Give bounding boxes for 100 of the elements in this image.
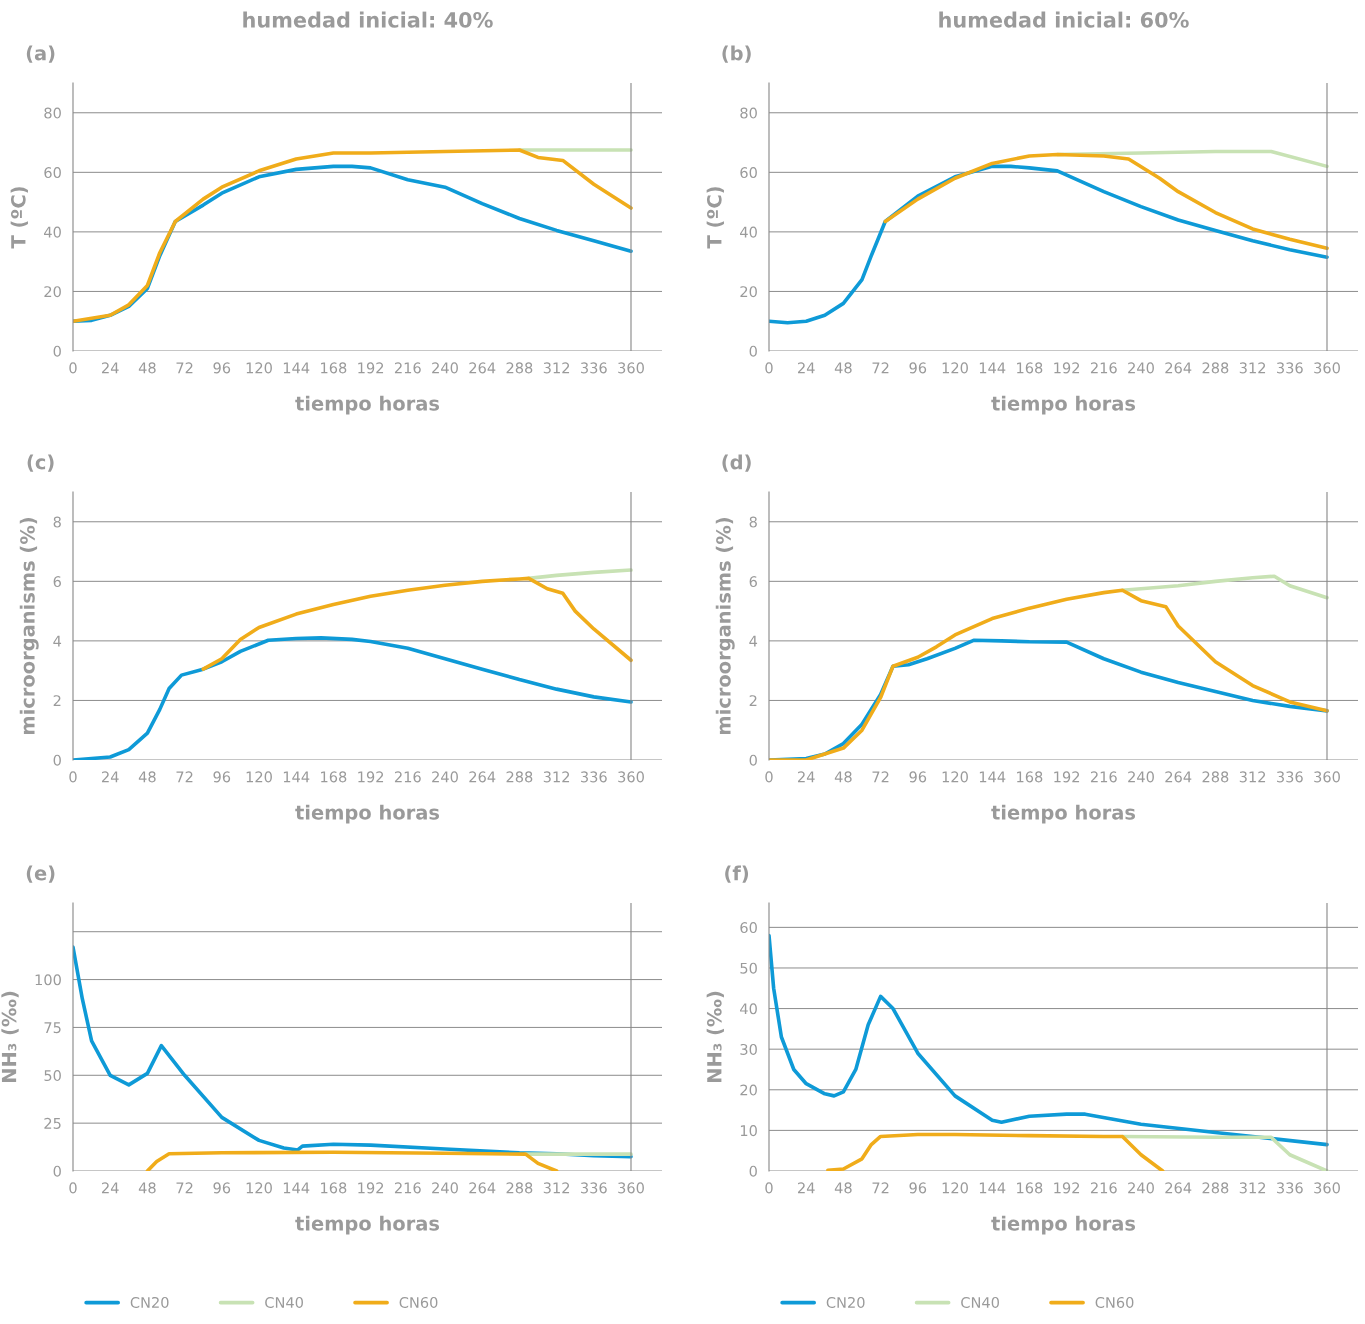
x-tick-label: 0 [69,1182,77,1194]
x-tick-label: 96 [909,771,927,783]
x-tick-label: 24 [797,1182,815,1194]
x-axis-title: tiempo horas [295,804,440,824]
x-tick-label: 168 [321,362,347,374]
x-tick-label: 288 [506,1182,533,1194]
x-tick-label: 312 [1239,362,1266,374]
y-tick-label: 0 [749,345,757,357]
y-tick-label: 80 [740,107,757,119]
y-tick-label: 0 [749,1165,757,1177]
x-tick-label: 0 [765,362,773,374]
x-tick-label: 336 [580,771,607,783]
x-tick-label: 0 [69,771,77,783]
x-tick-label: 48 [834,362,852,374]
x-tick-label: 288 [1202,771,1229,783]
y-tick-label: 0 [53,1165,61,1177]
x-tick-label: 240 [1128,771,1154,783]
y-axis-title: microorganisms (%) [715,518,735,735]
x-tick-label: 240 [1128,362,1154,374]
x-tick-label: 312 [1239,771,1266,783]
x-tick-label: 120 [942,771,968,783]
y-tick-label: 4 [749,635,758,647]
legend-label: CN60 [1095,1296,1134,1308]
y-tick-label: 0 [53,754,61,766]
x-tick-label: 264 [1165,362,1192,374]
x-tick-label: 120 [942,1182,968,1194]
x-tick-label: 336 [1276,771,1303,783]
x-tick-label: 96 [213,362,231,374]
y-tick-label: 2 [53,695,61,706]
y-tick-label: 75 [44,1022,61,1034]
x-tick-label: 360 [1314,771,1340,783]
x-tick-label: 192 [358,1182,384,1194]
x-tick-label: 360 [618,362,644,374]
chart-subtitle: (b) [722,45,751,63]
x-tick-label: 264 [469,362,496,374]
x-tick-label: 24 [797,362,815,374]
y-tick-label: 8 [53,516,61,528]
x-tick-label: 288 [1202,1182,1229,1194]
line-series [769,588,1329,760]
x-tick-label: 48 [138,362,156,374]
x-tick-label: 96 [213,1182,231,1194]
legend-label: CN20 [130,1296,169,1308]
y-tick-label: 20 [44,286,61,298]
x-tick-label: 264 [469,1182,496,1194]
y-axis-title: T (ºC) [10,187,28,249]
x-tick-label: 240 [432,362,458,374]
y-tick-label: 30 [740,1043,757,1055]
x-axis-title: tiempo horas [991,395,1136,415]
x-tick-label: 120 [246,1182,272,1194]
y-tick-label: 50 [44,1070,61,1082]
x-tick-label: 336 [580,1182,607,1194]
line-series [826,1132,1165,1171]
x-tick-label: 24 [101,362,119,374]
x-tick-label: 48 [138,771,156,783]
y-tick-label: 2 [749,695,757,706]
x-tick-label: 288 [506,362,533,374]
y-tick-label: 20 [740,1084,757,1096]
x-tick-label: 0 [765,1182,773,1194]
x-tick-label: 216 [394,1182,421,1194]
x-tick-label: 288 [506,771,533,783]
x-tick-label: 48 [138,1182,156,1194]
x-tick-label: 144 [979,1182,1006,1194]
legend-label: CN60 [399,1296,438,1308]
x-tick-label: 144 [283,771,310,783]
x-axis-title: tiempo horas [295,395,440,415]
x-axis-title: tiempo horas [295,1215,440,1235]
x-tick-label: 144 [979,362,1006,374]
x-tick-label: 192 [1054,1182,1080,1194]
x-tick-label: 72 [872,362,889,374]
x-tick-label: 96 [909,362,927,374]
x-tick-label: 264 [1165,1182,1192,1194]
x-tick-label: 216 [1090,1182,1117,1194]
y-tick-label: 40 [740,1003,757,1015]
y-tick-label: 100 [35,974,61,986]
x-tick-label: 0 [69,362,77,374]
x-tick-label: 192 [358,771,384,783]
x-tick-label: 216 [1090,771,1117,783]
x-tick-label: 96 [909,1182,927,1194]
x-tick-label: 240 [432,1182,458,1194]
y-axis-title: NH₃ (‰) [706,991,724,1083]
x-tick-label: 216 [394,362,421,374]
y-tick-label: 25 [44,1117,61,1129]
x-tick-label: 312 [543,771,570,783]
chart-subtitle: (e) [26,865,55,883]
line-series [1120,574,1329,600]
y-tick-label: 80 [44,107,61,119]
y-axis-title: NH₃ (‰) [1,991,19,1083]
x-tick-label: 360 [1314,1182,1340,1194]
chart-title: humedad inicial: 40% [243,11,493,28]
y-tick-label: 20 [740,286,757,298]
x-tick-label: 216 [1090,362,1117,374]
y-tick-label: 4 [53,635,62,647]
x-tick-label: 24 [797,771,815,783]
y-tick-label: 50 [740,962,757,974]
legend-label: CN40 [961,1296,999,1308]
legend-label: CN40 [265,1296,303,1308]
y-axis-title: microorganisms (%) [19,518,39,735]
x-tick-label: 168 [1017,1182,1043,1194]
y-tick-label: 60 [740,922,757,934]
x-tick-label: 120 [246,362,272,374]
